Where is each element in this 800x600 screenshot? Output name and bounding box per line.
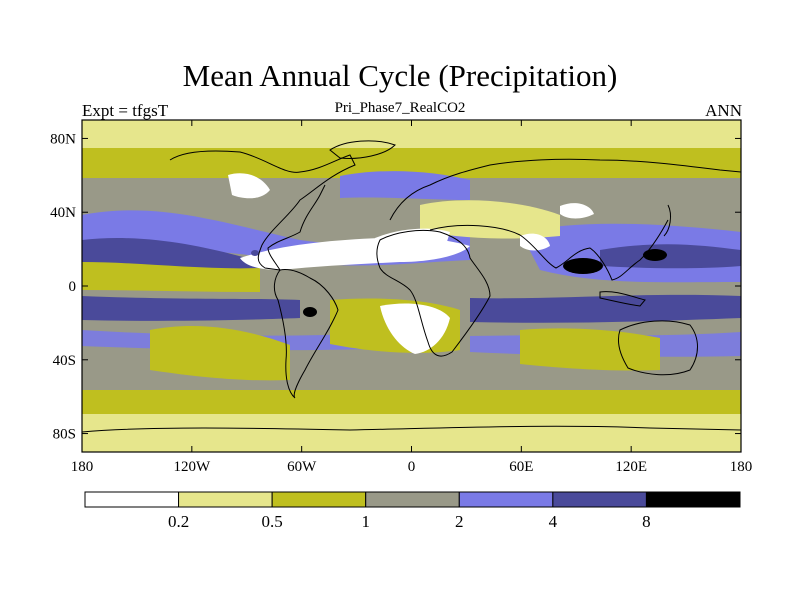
x-tick-label: 120W [173,459,211,475]
north-atlantic-track [340,171,470,200]
antarctic-dry-band [82,414,741,452]
south-asia-coast [429,219,669,281]
colorbar-level-label: 4 [549,512,558,531]
x-tick-label: 180 [730,459,753,475]
colorbar-level-label: 8 [642,512,651,531]
south-indian-track [470,294,741,323]
season-label: ANN [705,101,742,120]
west-pacific-core [643,249,667,261]
south-indian-dry [520,328,660,371]
eastern-pacific-dry-tongue [82,262,260,292]
greenland-coast [329,140,396,159]
y-tick-label: 80N [50,131,76,147]
amazon-core [303,307,317,317]
y-tick-label: 0 [69,279,77,295]
coastlines [82,140,741,433]
south-atlantic-desert [380,303,450,354]
bay-of-bengal-core [563,258,603,274]
eurasia-north-coast [389,158,741,221]
colorbar-level-label: 2 [455,512,464,531]
colorbar-swatch-6 [645,491,741,508]
central-america-wet [251,250,259,256]
x-tick-label: 180 [71,459,94,475]
africa-coast [376,229,491,357]
colorbar-level-label: 0.2 [168,512,189,531]
indonesia-coast [599,291,646,307]
map-field [82,120,741,452]
y-tick-label: 40S [53,353,76,369]
colorbar-swatch-1 [178,491,273,508]
colorbar-swatch-2 [271,491,367,508]
x-tick-label: 60W [287,459,317,475]
case-label: Pri_Phase7_RealCO2 [334,100,466,116]
middle-east-dry [420,200,560,239]
colorbar-level-label: 0.5 [262,512,283,531]
japan-coast [663,204,672,237]
southeast-pacific-dry [150,325,290,381]
south-america-coast [273,269,339,399]
y-tick-label: 40N [50,205,76,221]
map-title: Mean Annual Cycle (Precipitation) [182,58,618,93]
colorbar-swatch-4 [458,491,554,508]
arabia-desert [520,233,550,251]
colorbar-swatch-5 [552,491,647,508]
west-pacific-itcz [600,244,741,269]
colorbar-level-label: 1 [361,512,370,531]
y-tick-label: 80S [53,427,76,443]
axis-ticks: 80N 40N 0 40S 80S 180 120W 60W 0 60E 120E 180 [50,120,752,475]
x-tick-label: 60E [509,459,533,475]
colorbar-swatch-3 [365,491,460,508]
colorbar: 0.2 0.5 1 2 4 8 [84,491,741,531]
x-tick-label: 120E [615,459,647,475]
australia-coast [617,320,698,376]
north-america-coast [169,150,356,271]
north-america-dry-patch [228,173,270,199]
central-asia-desert [560,203,594,219]
south-semi-dry-band [82,390,741,414]
antarctica-coast [82,425,741,433]
colorbar-swatch-0 [84,491,180,508]
x-tick-label: 0 [408,459,416,475]
experiment-label: Expt = tfgsT [82,101,169,120]
south-pacific-itcz [82,296,300,321]
